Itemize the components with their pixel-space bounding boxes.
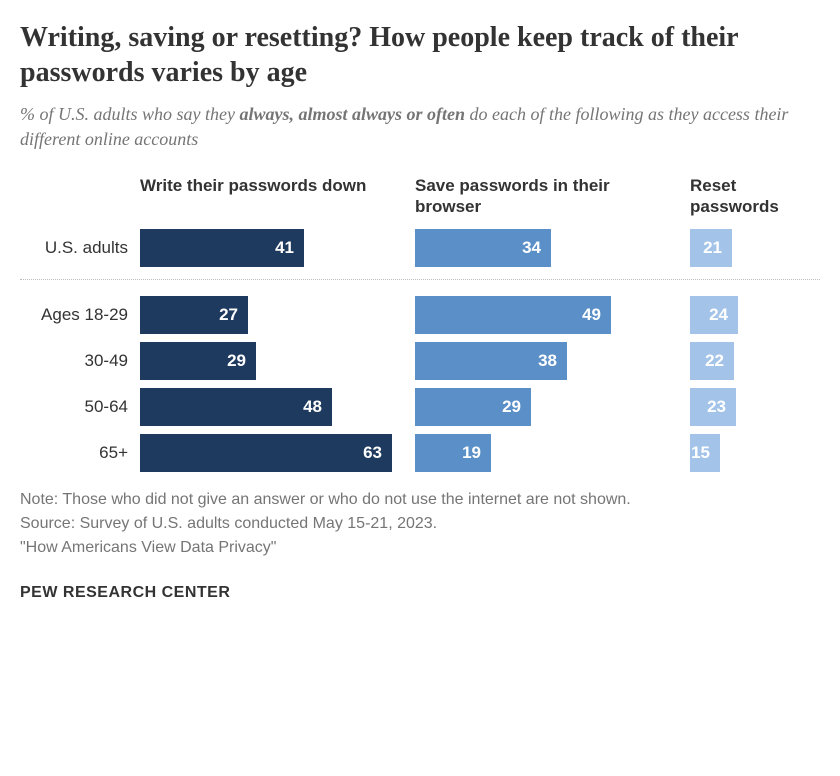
bar-cell: 29: [140, 342, 415, 380]
subtitle-prefix: % of U.S. adults who say they: [20, 104, 239, 124]
bar-c2: 19: [415, 434, 491, 472]
note-line: "How Americans View Data Privacy": [20, 536, 820, 560]
bar-cell: 23: [690, 388, 820, 426]
chart-row: 50-6448 29 23: [20, 388, 820, 426]
bar-c3: 22: [690, 342, 734, 380]
bar-cell: 38: [415, 342, 690, 380]
section-divider: [20, 279, 820, 280]
note-line: Note: Those who did not give an answer o…: [20, 488, 820, 512]
bar-c2: 29: [415, 388, 531, 426]
bar-cell: 24: [690, 296, 820, 334]
bar-cell: 34: [415, 229, 690, 267]
col-header-write: Write their passwords down: [140, 176, 415, 217]
subtitle-bold: always, almost always or often: [239, 104, 465, 124]
bar-cell: 15: [690, 434, 820, 472]
top-section: U.S. adults41 34 21: [20, 229, 820, 267]
bar-c1: 41: [140, 229, 304, 267]
bar-cell: 41: [140, 229, 415, 267]
chart-subtitle: % of U.S. adults who say they always, al…: [20, 102, 820, 152]
age-section: Ages 18-2927492430-4929382250-6448292365…: [20, 296, 820, 472]
chart-row: 30-4929 38 22: [20, 342, 820, 380]
row-label: U.S. adults: [20, 238, 140, 258]
chart-row: 65+63 19 15: [20, 434, 820, 472]
chart-area: Write their passwords down Save password…: [20, 176, 820, 472]
bar-cell: 27: [140, 296, 415, 334]
source-name: PEW RESEARCH CENTER: [20, 584, 820, 602]
bar-cell: 48: [140, 388, 415, 426]
bar-c2: 49: [415, 296, 611, 334]
col-header-save: Save passwords in their browser: [415, 176, 690, 217]
col-header-reset: Reset passwords: [690, 176, 820, 217]
bar-c1: 27: [140, 296, 248, 334]
bar-c1: 63: [140, 434, 392, 472]
column-headers: Write their passwords down Save password…: [20, 176, 820, 217]
bar-c3: 21: [690, 229, 732, 267]
chart-row: Ages 18-2927 49 24: [20, 296, 820, 334]
bar-c3: 24: [690, 296, 738, 334]
bar-c3: 15: [690, 434, 720, 472]
chart-title: Writing, saving or resetting? How people…: [20, 20, 820, 90]
bar-cell: 29: [415, 388, 690, 426]
bar-cell: 19: [415, 434, 690, 472]
bar-cell: 22: [690, 342, 820, 380]
row-label: Ages 18-29: [20, 305, 140, 325]
chart-row: U.S. adults41 34 21: [20, 229, 820, 267]
bar-c3: 23: [690, 388, 736, 426]
bar-cell: 49: [415, 296, 690, 334]
bar-c2: 34: [415, 229, 551, 267]
bar-c1: 48: [140, 388, 332, 426]
row-label: 50-64: [20, 397, 140, 417]
bar-cell: 63: [140, 434, 415, 472]
bar-cell: 21: [690, 229, 820, 267]
bar-c2: 38: [415, 342, 567, 380]
row-label: 30-49: [20, 351, 140, 371]
chart-notes: Note: Those who did not give an answer o…: [20, 488, 820, 560]
bar-c1: 29: [140, 342, 256, 380]
row-label: 65+: [20, 443, 140, 463]
note-line: Source: Survey of U.S. adults conducted …: [20, 512, 820, 536]
